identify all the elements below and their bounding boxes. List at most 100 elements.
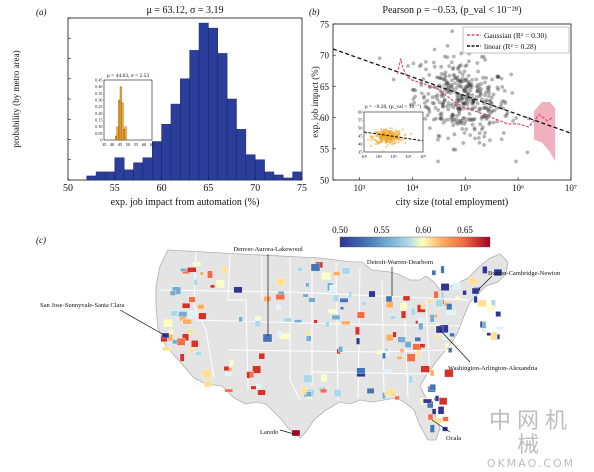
panel-b-frame [332, 23, 572, 181]
scatter-point [469, 85, 474, 90]
scatter-point [452, 113, 456, 118]
histogram-bar [198, 22, 209, 181]
callout-laredo: Laredo [260, 429, 278, 436]
metro-area [382, 392, 386, 399]
scatter-point [487, 122, 492, 126]
scatter-point [456, 78, 461, 83]
scatter-point [433, 94, 438, 99]
callout-ocala: Ocala [446, 435, 461, 442]
inset-scatter-point [376, 131, 379, 134]
scatter-point [464, 99, 469, 104]
scatter-point [458, 78, 462, 83]
x-tick-label: 55 [110, 183, 120, 194]
scatter-point [462, 79, 467, 83]
scatter-point [484, 98, 489, 103]
scatter-point [446, 101, 451, 105]
scatter-point [464, 63, 469, 68]
scatter-point [477, 131, 482, 136]
metro-area [294, 319, 302, 323]
scatter-point [446, 83, 451, 88]
inset-scatter-point [380, 138, 383, 141]
scatter-point [472, 127, 477, 132]
panel-b: (b) Pearson ρ = −0.53, (p_val < 10⁻²⁸) 1… [309, 5, 577, 208]
metro-area [188, 348, 195, 354]
inset-scatter-point [369, 144, 372, 147]
scatter-point [463, 95, 468, 100]
metro-area [355, 326, 360, 335]
scatter-point [427, 73, 432, 77]
y-tick-label: 65 [320, 82, 330, 92]
scatter-point [478, 92, 483, 97]
scatter-point [470, 77, 474, 82]
scatter-point [439, 72, 444, 76]
histogram-bar [95, 171, 106, 181]
metro-area [410, 307, 416, 316]
metro-area [341, 267, 351, 275]
scatter-point [477, 140, 482, 145]
metro-area [283, 317, 292, 323]
metro-area [301, 386, 307, 395]
x-tick-label: 10⁴ [406, 183, 418, 193]
callout-denver: Denver-Aurora-Lakewood [233, 246, 303, 253]
scatter-point [450, 119, 455, 124]
metro-area [418, 322, 424, 330]
scatter-point [470, 93, 475, 98]
metro-area [162, 346, 171, 351]
scatter-point [439, 111, 444, 116]
inset-histogram-bar [114, 135, 117, 141]
inset-scatter-point [400, 138, 403, 142]
metro-area [435, 395, 439, 402]
panel-a: (a) μ = 63.12, σ = 3.19 50 55 60 65 70 75 exp… [11, 5, 307, 208]
scatter-point [455, 96, 460, 101]
scatter-point [377, 56, 382, 61]
inset-histogram-bar [116, 126, 119, 141]
inset-scatter-point [402, 137, 405, 141]
scatter-point [450, 117, 454, 122]
scatter-point [446, 107, 451, 112]
metro-area [390, 315, 397, 320]
scatter-point [456, 98, 461, 103]
x-tick-label: 65 [203, 183, 213, 194]
scatter-point [479, 127, 484, 132]
metro-area [333, 271, 341, 276]
scatter-point [487, 120, 492, 125]
metro-area [495, 311, 501, 317]
metro-area [193, 279, 198, 286]
metro-area [382, 369, 392, 374]
scatter-point [445, 104, 449, 109]
metro-area [229, 359, 234, 366]
metro-area [276, 277, 285, 286]
inset-scatter-point [382, 136, 385, 139]
metro-area [366, 388, 375, 394]
metro-area [440, 265, 445, 274]
scatter-point [443, 118, 448, 123]
inset-y-tick-label: 0.25 [95, 104, 102, 109]
scatter-point [448, 103, 453, 108]
scatter-point [486, 94, 491, 99]
scatter-point [479, 82, 484, 86]
metro-area [414, 337, 421, 342]
inset-histogram-bar [122, 129, 125, 141]
scatter-point [501, 106, 506, 111]
scatter-point [486, 88, 491, 93]
scatter-point [441, 101, 446, 106]
metro-area [186, 329, 195, 334]
inset-scatter-point [394, 141, 397, 144]
scatter-point [482, 55, 486, 59]
scatter-point [427, 110, 432, 115]
metro-area [416, 350, 421, 357]
inset-x-tick-label: 65 [150, 142, 155, 147]
scatter-point [463, 101, 467, 106]
state-border [381, 279, 385, 397]
scatter-point [425, 98, 430, 103]
inset-y-tick-label: 0.20 [95, 111, 102, 116]
scatter-point [435, 97, 440, 102]
watermark-chinese: 中网机械 [488, 409, 573, 458]
scatter-point [477, 106, 482, 111]
scatter-point [439, 76, 444, 81]
colorbar-ticks: 0.50 0.55 0.60 0.65 [332, 225, 473, 235]
scatter-point [427, 107, 431, 112]
scatter-point [491, 92, 496, 97]
inset-scatter-point [389, 138, 392, 141]
inset-scatter-point [397, 134, 400, 137]
